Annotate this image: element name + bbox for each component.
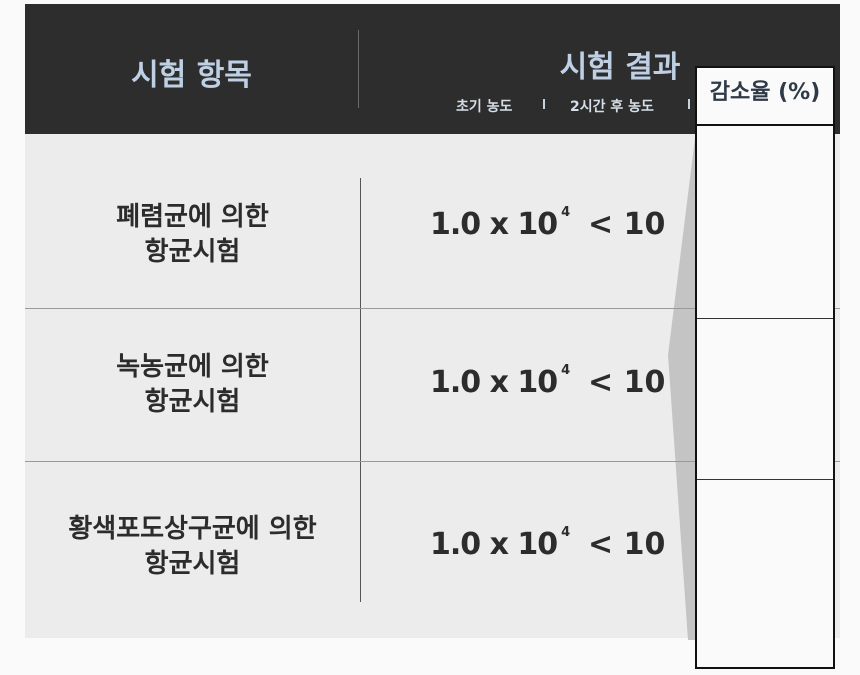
table-row-item: 폐렴균에 의한 항균시험 [25,200,360,269]
after-concentration-value: < 10 [588,365,666,400]
initial-base: 1.0 x 10 [430,527,558,562]
column-separator [543,99,545,109]
overlay-shadow [668,130,696,640]
initial-exponent: 4 [561,525,570,540]
after-concentration-value: < 10 [588,207,666,242]
reduction-header-divider [697,124,833,126]
after-2h-concentration-heading: 2시간 후 농도 [570,99,654,115]
header-divider [358,30,359,108]
initial-exponent: 4 [561,205,570,220]
reduction-row-divider [697,479,833,480]
initial-concentration-value: 1.0 x 10 4 [430,525,570,562]
column-divider [360,462,361,602]
column-separator [688,99,690,109]
item-label-line2: 항균시험 [144,548,241,579]
initial-exponent: 4 [561,363,570,378]
column-divider [360,309,361,461]
initial-concentration-value: 1.0 x 10 4 [430,363,570,400]
table-row-item: 황색포도상구균에 의한 항균시험 [25,512,360,581]
row-divider [25,461,840,462]
reduction-rate-box [695,66,835,669]
row-divider [25,308,840,309]
item-label-line1: 녹농균에 의한 [116,352,269,382]
initial-concentration-value: 1.0 x 10 4 [430,205,570,242]
test-result-heading: 시험 결과 [559,50,681,85]
initial-concentration-heading: 초기 농도 [456,99,513,115]
item-label-line1: 폐렴균에 의한 [116,202,269,232]
item-label-line1: 황색포도상구균에 의한 [68,514,317,544]
item-label-line2: 항균시험 [144,386,241,417]
table-row-item: 녹농균에 의한 항균시험 [25,350,360,419]
initial-base: 1.0 x 10 [430,207,558,242]
initial-base: 1.0 x 10 [430,365,558,400]
item-label-line2: 항균시험 [144,236,241,267]
test-item-heading: 시험 항목 [131,58,252,93]
reduction-rate-heading: 감소율 (%) [709,80,821,105]
column-divider [360,178,361,308]
after-concentration-value: < 10 [588,527,666,562]
reduction-row-divider [697,318,833,319]
